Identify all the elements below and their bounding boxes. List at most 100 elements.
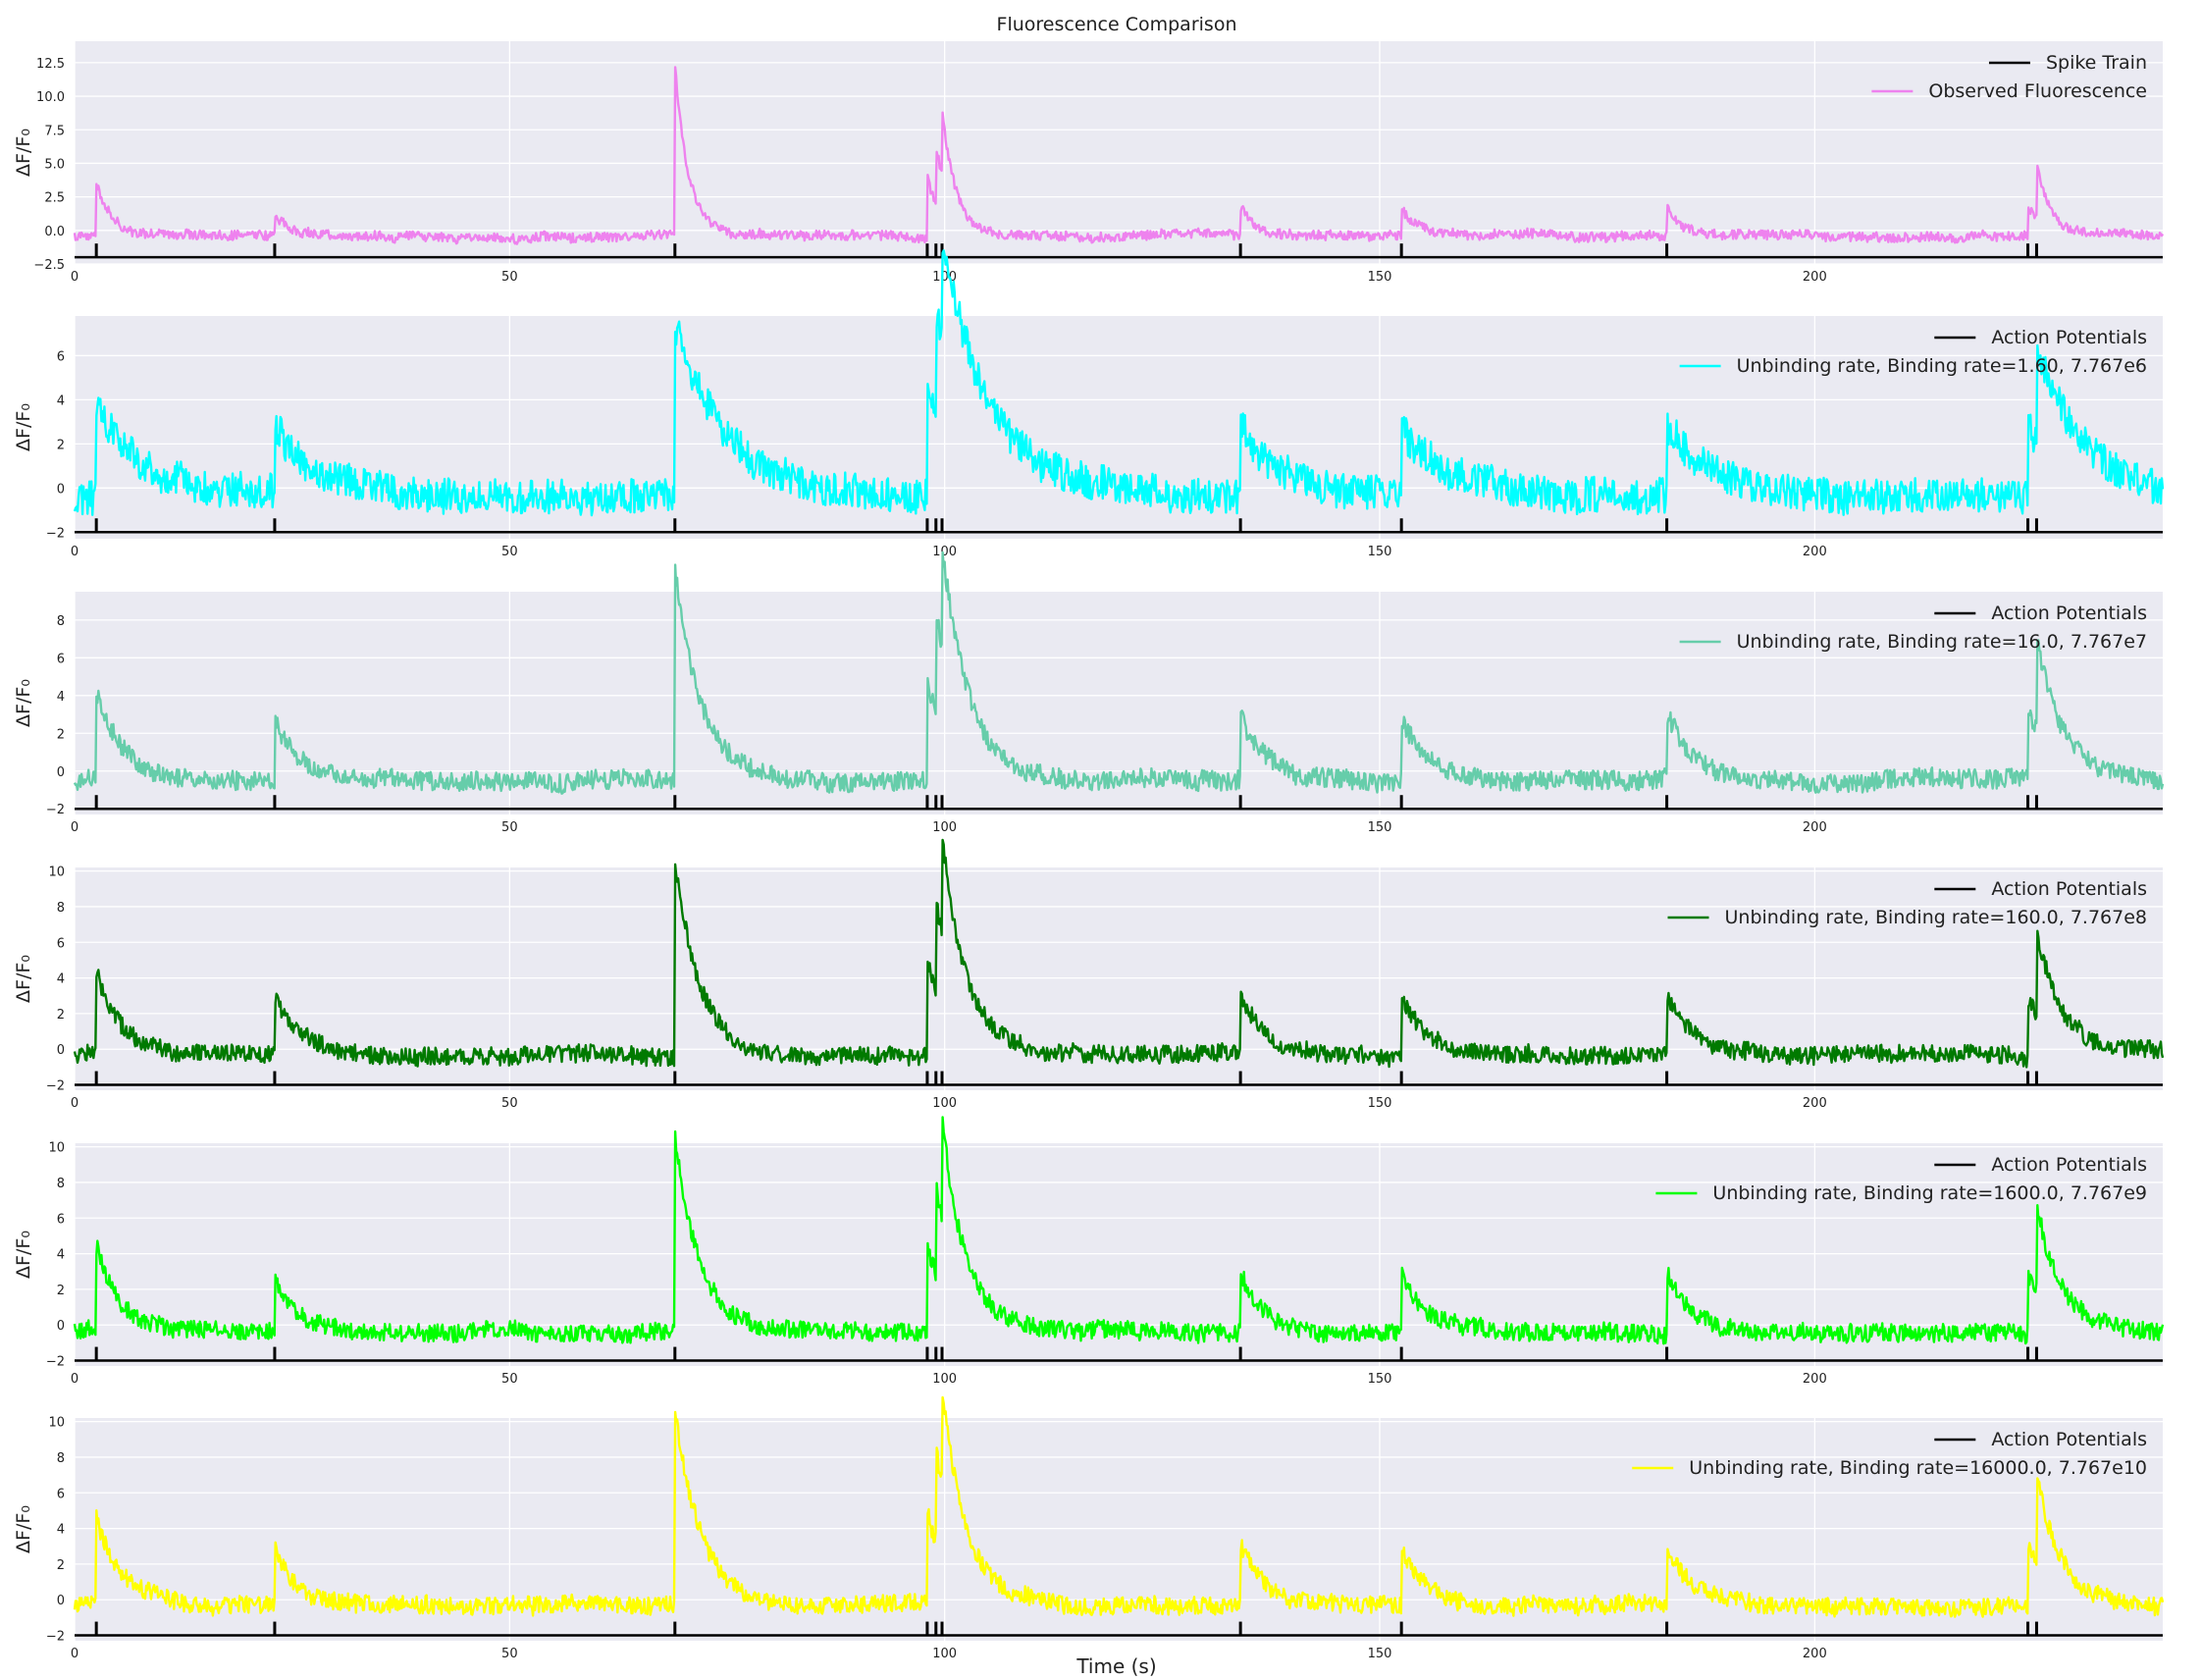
- x-tick-label: 200: [1803, 545, 1827, 559]
- fluorescence-trace: [73, 838, 2165, 1069]
- legend-entry-label: Unbinding rate, Binding rate=160.0, 7.76…: [1725, 907, 2147, 928]
- y-tick-label: 8: [57, 614, 65, 629]
- fluorescence-trace: [73, 1116, 2165, 1345]
- x-tick-label: 50: [501, 545, 518, 559]
- y-tick-label: 2: [57, 1558, 65, 1573]
- y-axis-label: ΔF/F₀: [13, 955, 34, 1003]
- x-tick-label: 0: [71, 1096, 79, 1111]
- legend-entry-label: Unbinding rate, Binding rate=1600.0, 7.7…: [1712, 1182, 2147, 1204]
- y-tick-label: 0.0: [44, 225, 65, 239]
- legend-entry-label: Action Potentials: [1991, 327, 2147, 348]
- y-tick-label: 0: [57, 1043, 65, 1058]
- panel-5: 0 50 100 150 200 −2 0 2 4 6 8 10 ΔF/F₀ Action Potenti…: [13, 1116, 2165, 1387]
- x-tick-label: 50: [501, 1647, 518, 1661]
- y-tick-label: 4: [57, 972, 65, 987]
- y-tick-label: 4: [57, 394, 65, 408]
- legend-entry-label: Unbinding rate, Binding rate=16000.0, 7.…: [1689, 1457, 2147, 1479]
- x-tick-label: 0: [71, 1647, 79, 1661]
- y-tick-label: 8: [57, 901, 65, 916]
- figure-title: Fluorescence Comparison: [997, 14, 1237, 35]
- y-axis-label: ΔF/F₀: [13, 403, 34, 451]
- y-tick-label: 6: [57, 652, 65, 666]
- fluorescence-trace: [73, 551, 2165, 795]
- y-tick-label: 2: [57, 727, 65, 742]
- x-tick-label: 0: [71, 545, 79, 559]
- y-tick-label: 7.5: [44, 124, 65, 138]
- y-axis-label: ΔF/F₀: [13, 679, 34, 727]
- y-tick-label: 10.0: [36, 90, 65, 105]
- y-tick-label: 10: [48, 1416, 65, 1431]
- x-tick-label: 150: [1368, 270, 1392, 285]
- x-tick-label: 150: [1368, 1372, 1392, 1387]
- x-tick-label: 150: [1368, 1096, 1392, 1111]
- y-tick-label: 10: [48, 1141, 65, 1156]
- y-tick-label: 0: [57, 482, 65, 497]
- y-tick-label: −2: [46, 1079, 65, 1094]
- x-tick-label: 100: [932, 1096, 957, 1111]
- legend-entry-label: Unbinding rate, Binding rate=1.60, 7.767…: [1737, 355, 2147, 377]
- legend-entry-label: Action Potentials: [1991, 1154, 2147, 1176]
- y-tick-label: 4: [57, 1248, 65, 1263]
- y-tick-label: −2: [46, 1355, 65, 1370]
- panel-2: 0 50 100 150 200 −2 0 2 4 6 ΔF/F₀ Action Potentials…: [13, 249, 2165, 559]
- x-tick-label: 50: [501, 1096, 518, 1111]
- x-tick-label: 100: [932, 1647, 957, 1661]
- x-tick-label: 100: [932, 545, 957, 559]
- legend-entry-label: Observed Fluorescence: [1928, 80, 2147, 102]
- y-tick-label: 6: [57, 1212, 65, 1227]
- y-tick-label: 8: [57, 1177, 65, 1191]
- y-tick-label: 6: [57, 936, 65, 951]
- y-tick-label: 4: [57, 1523, 65, 1538]
- panel-1: 0 50 100 150 200−2.50.02.55.07.510.012.5ΔF/F…: [13, 41, 2165, 285]
- x-tick-label: 50: [501, 270, 518, 285]
- legend-entry-label: Action Potentials: [1991, 878, 2147, 900]
- y-tick-label: 5.0: [44, 157, 65, 172]
- x-tick-label: 100: [932, 1372, 957, 1387]
- x-tick-label: 0: [71, 1372, 79, 1387]
- y-tick-label: 4: [57, 690, 65, 705]
- y-tick-label: −2: [46, 803, 65, 817]
- panels: 0 50 100 150 200−2.50.02.55.07.510.012.5ΔF/F…: [13, 41, 2165, 1661]
- y-axis-label: ΔF/F₀: [13, 129, 34, 177]
- y-tick-label: 10: [48, 866, 65, 880]
- legend-entry-label: Unbinding rate, Binding rate=16.0, 7.767…: [1737, 631, 2147, 653]
- x-axis-label: Time (s): [1075, 1654, 1156, 1678]
- panel-6: 0 50 100 150 200 −2 0 2 4 6 8 10 ΔF/F₀ Action Potenti…: [13, 1395, 2165, 1661]
- y-axis-label: ΔF/F₀: [13, 1505, 34, 1553]
- x-tick-label: 150: [1368, 1647, 1392, 1661]
- x-tick-label: 150: [1368, 820, 1392, 835]
- y-tick-label: 0: [57, 1319, 65, 1334]
- x-tick-label: 200: [1803, 1647, 1827, 1661]
- y-tick-label: 8: [57, 1451, 65, 1466]
- fluorescence-trace: [73, 66, 2165, 245]
- x-tick-label: 0: [71, 270, 79, 285]
- plot-area: [75, 316, 2163, 539]
- y-tick-label: 2: [57, 438, 65, 452]
- fluorescence-trace: [73, 249, 2165, 517]
- fluorescence-trace: [73, 1395, 2165, 1618]
- panel-3: 0 50 100 150 200 −2 0 2 4 6 8 ΔF/F₀ Action Potential…: [13, 551, 2165, 835]
- y-axis-label: ΔF/F₀: [13, 1231, 34, 1279]
- y-tick-label: 2.5: [44, 191, 65, 206]
- x-tick-label: 100: [932, 820, 957, 835]
- x-tick-label: 50: [501, 1372, 518, 1387]
- y-tick-label: −2.5: [33, 258, 65, 273]
- x-tick-label: 200: [1803, 270, 1827, 285]
- y-tick-label: 6: [57, 1487, 65, 1501]
- x-tick-label: 200: [1803, 1372, 1827, 1387]
- x-tick-label: 200: [1803, 820, 1827, 835]
- y-tick-label: 6: [57, 349, 65, 364]
- legend-entry-label: Spike Train: [2046, 52, 2147, 74]
- x-tick-label: 50: [501, 820, 518, 835]
- y-tick-label: −2: [46, 526, 65, 541]
- y-tick-label: 12.5: [36, 57, 65, 72]
- x-tick-label: 0: [71, 820, 79, 835]
- legend-entry-label: Action Potentials: [1991, 1429, 2147, 1450]
- panel-4: 0 50 100 150 200 −2 0 2 4 6 8 10 ΔF/F₀ Action Potenti…: [13, 838, 2165, 1111]
- y-tick-label: 0: [57, 765, 65, 780]
- y-tick-label: 2: [57, 1284, 65, 1298]
- y-tick-label: −2: [46, 1630, 65, 1645]
- legend-entry-label: Action Potentials: [1991, 603, 2147, 624]
